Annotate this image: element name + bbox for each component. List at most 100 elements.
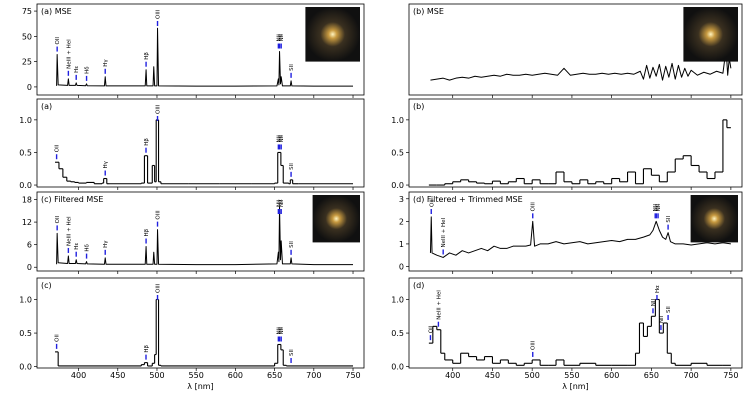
line-label: Hε bbox=[74, 66, 80, 73]
y-tick-label: 12 bbox=[22, 218, 32, 227]
panel-title: (b) MSE bbox=[413, 7, 444, 16]
line-label: OIII bbox=[531, 202, 537, 212]
plot-frame bbox=[408, 3, 743, 96]
line-label: NII bbox=[279, 34, 285, 42]
y-tick-label: 50 bbox=[22, 32, 32, 41]
line-label: SII bbox=[289, 163, 295, 170]
line-label: Hγ bbox=[103, 240, 109, 248]
spectrum-line bbox=[56, 27, 354, 87]
data-layer bbox=[428, 298, 731, 366]
x-tick-label: 600 bbox=[604, 371, 619, 380]
line-label: Hδ bbox=[85, 66, 91, 74]
x-tick-label: 700 bbox=[683, 371, 698, 380]
line-label: NII bbox=[276, 327, 282, 335]
line-label: NeIII + HeI bbox=[66, 39, 72, 69]
panel: 400 450 500 550 600 650 700 750 λ [nm] 0.0 0.5 1.0 (… bbox=[391, 277, 743, 391]
y-tick-label: 0.0 bbox=[391, 363, 404, 372]
panel: 400 450 500 550 600 650 700 750 λ [nm] 0.0 0.5 1.0 (… bbox=[19, 277, 365, 391]
x-tick-label: 550 bbox=[189, 371, 204, 380]
line-label: SII bbox=[289, 349, 295, 356]
line-label: NeIII + HeI bbox=[66, 216, 72, 246]
x-tick-label: 750 bbox=[345, 371, 360, 380]
y-tick-label: 75 bbox=[22, 7, 32, 16]
line-label: OII bbox=[55, 144, 61, 152]
y-tick-label: 1 bbox=[399, 240, 404, 249]
line-label: NII bbox=[659, 315, 665, 323]
spectrum-line bbox=[430, 48, 732, 81]
plot-frame bbox=[408, 277, 743, 369]
data-layer bbox=[55, 119, 354, 185]
panel-title: (a) bbox=[41, 102, 52, 111]
line-label: OIII bbox=[156, 210, 162, 220]
line-label: OII bbox=[55, 334, 61, 342]
x-axis-label: λ [nm] bbox=[187, 382, 213, 391]
x-tick-label: 500 bbox=[525, 371, 540, 380]
plot-frame bbox=[408, 191, 743, 272]
line-label: OII bbox=[429, 199, 435, 207]
x-tick-label: 400 bbox=[445, 371, 460, 380]
y-tick-label: 6 bbox=[27, 241, 32, 250]
panel-title: (b) bbox=[413, 102, 424, 111]
x-axis-label: λ [nm] bbox=[562, 382, 588, 391]
plot-frame bbox=[36, 191, 365, 272]
y-tick-label: 1.0 bbox=[391, 295, 404, 304]
panel-title: (a) MSE bbox=[41, 7, 72, 16]
x-tick-label: 750 bbox=[723, 371, 738, 380]
line-label: NII bbox=[276, 135, 282, 143]
panel: 0.0 0.5 1.0 (b) bbox=[391, 98, 743, 190]
y-tick-label: 0 bbox=[27, 83, 32, 92]
plot-frame bbox=[36, 3, 365, 96]
y-tick-label: 0 bbox=[399, 262, 404, 271]
x-tick-label: 650 bbox=[644, 371, 659, 380]
plot-frame bbox=[36, 98, 365, 188]
data-layer bbox=[56, 206, 354, 266]
data-layer bbox=[428, 119, 731, 186]
line-label: NII bbox=[279, 327, 285, 335]
data-layer bbox=[56, 27, 354, 87]
galaxy-inset bbox=[690, 195, 738, 243]
x-tick-label: 550 bbox=[564, 371, 579, 380]
panel-title: (d) Filtered + Trimmed MSE bbox=[413, 195, 523, 204]
plot-frame bbox=[408, 98, 743, 188]
line-label: NeIII + HeI bbox=[436, 290, 442, 320]
line-label: Hγ bbox=[103, 160, 109, 168]
line-label: OII bbox=[55, 215, 61, 223]
line-label: Hβ bbox=[144, 228, 150, 236]
x-tick-label: 450 bbox=[485, 371, 500, 380]
line-label: NII bbox=[279, 199, 285, 207]
y-tick-label: 3 bbox=[399, 195, 404, 204]
line-label: Hα bbox=[278, 326, 284, 334]
x-tick-label: 700 bbox=[306, 371, 321, 380]
line-label: SII bbox=[666, 216, 672, 223]
x-tick-label: 500 bbox=[149, 371, 164, 380]
line-label: Hβ bbox=[144, 344, 150, 352]
line-label: NII bbox=[656, 204, 662, 212]
line-label: Hα bbox=[654, 203, 660, 211]
x-tick-label: 650 bbox=[267, 371, 282, 380]
panel: (b) MSE bbox=[408, 3, 743, 98]
data-layer bbox=[430, 48, 732, 81]
y-tick-label: 0.0 bbox=[391, 181, 404, 190]
y-tick-label: 0.5 bbox=[391, 148, 404, 157]
spectrum-line bbox=[56, 206, 354, 266]
y-tick-label: 0.5 bbox=[19, 148, 32, 157]
line-label: OIII bbox=[531, 340, 537, 350]
galaxy-inset bbox=[305, 7, 360, 62]
line-label: NII bbox=[276, 199, 282, 207]
y-tick-label: 1.0 bbox=[19, 295, 32, 304]
data-layer bbox=[429, 216, 731, 258]
line-label: Hβ bbox=[144, 138, 150, 146]
line-label: NII bbox=[279, 135, 285, 143]
x-tick-label: 400 bbox=[71, 371, 86, 380]
line-label: NII bbox=[653, 204, 659, 212]
line-label: OIII bbox=[156, 104, 162, 114]
line-label: OII bbox=[428, 325, 434, 333]
panel-title: (c) bbox=[41, 281, 52, 290]
y-tick-label: 0.5 bbox=[391, 329, 404, 338]
line-label: Hγ bbox=[103, 59, 109, 67]
line-label: SII bbox=[289, 64, 295, 71]
